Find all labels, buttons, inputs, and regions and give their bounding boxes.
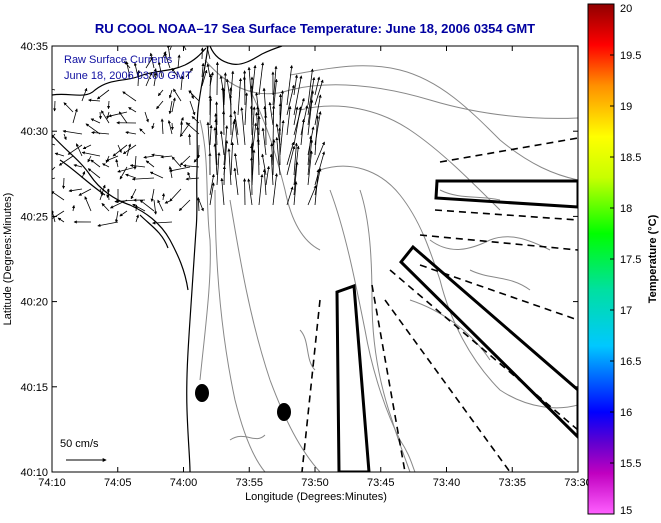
station-marker [277, 403, 291, 421]
y-tick-label: 40:20 [20, 297, 48, 309]
x-tick-label: 73:55 [235, 477, 263, 489]
y-tick-label: 40:10 [20, 467, 48, 479]
x-tick-label: 73:50 [301, 477, 329, 489]
current-vector [108, 101, 109, 109]
colorbar-tick-label: 17 [620, 305, 632, 317]
current-vector [63, 178, 64, 188]
legend-line-2: June 18, 2006 03:00 GMT [64, 70, 192, 82]
colorbar-ticks: 20 19.5 19 18.5 18 17.5 17 16.5 16 15.5 15 [610, 3, 641, 517]
colorbar-tick-label: 16.5 [620, 356, 641, 368]
y-tick-label: 40:25 [20, 211, 48, 223]
station-marker [195, 384, 209, 402]
map-area [37, 40, 578, 472]
x-tick-label: 74:05 [104, 477, 132, 489]
scale-arrow-label: 50 cm/s [60, 438, 99, 450]
y-tick-label: 40:30 [20, 126, 48, 138]
y-tick-label: 40:15 [20, 382, 48, 394]
x-tick-label: 74:00 [170, 477, 198, 489]
colorbar-tick-label: 15 [620, 505, 632, 517]
x-tick-label: 73:40 [433, 477, 461, 489]
figure-title: RU COOL NOAA–17 Sea Surface Temperature:… [95, 21, 535, 36]
colorbar-tick-label: 18 [620, 203, 632, 215]
colorbar-tick-label: 16 [620, 407, 632, 419]
colorbar-tick-label: 20 [620, 3, 632, 15]
colorbar-tick-label: 17.5 [620, 254, 641, 266]
colorbar-tick-label: 15.5 [620, 458, 641, 470]
legend-line-1: Raw Surface Currents [64, 54, 173, 66]
y-axis-label: Latitude (Degrees:Minutes) [2, 193, 14, 326]
x-tick-label: 73:35 [498, 477, 526, 489]
colorbar-tick-label: 18.5 [620, 152, 641, 164]
y-tick-label: 40:35 [20, 41, 48, 53]
colorbar-label: Temperature (°C) [647, 214, 659, 303]
x-tick-label: 73:45 [367, 477, 395, 489]
colorbar-tick-label: 19 [620, 101, 632, 113]
x-axis-label: Longitude (Degrees:Minutes) [245, 491, 387, 503]
colorbar-tick-label: 19.5 [620, 50, 641, 62]
colorbar: 20 19.5 19 18.5 18 17.5 17 16.5 16 15.5 15 Tempera… [588, 3, 659, 517]
